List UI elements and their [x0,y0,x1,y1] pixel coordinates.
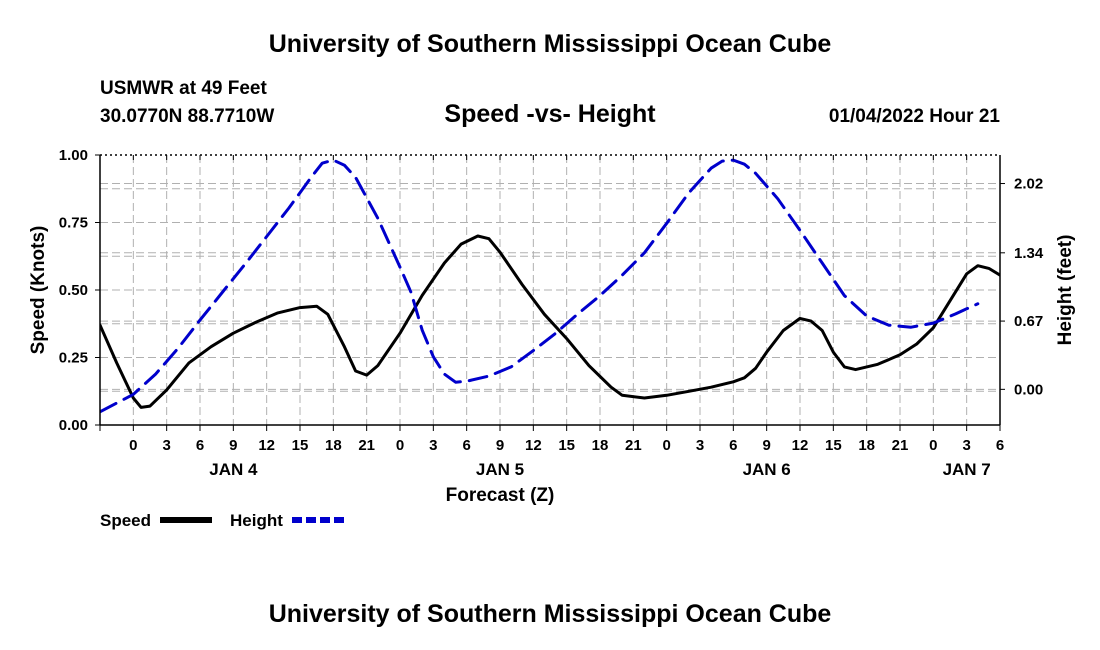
x-tick-label: 12 [258,437,275,454]
x-tick-label: 0 [129,437,137,454]
legend-label-height: Height [230,511,283,530]
x-tick-label: 3 [962,437,970,454]
x-tick-label: 0 [396,437,404,454]
series-line-speed [100,234,1000,409]
x-tick-label: 12 [525,437,542,454]
y-tick-label: 0.75 [59,215,88,232]
y-tick-label: 0.00 [59,417,88,434]
x-tick-label: 15 [558,437,575,454]
datetime-label: 01/04/2022 Hour 21 [828,106,1000,127]
x-tick-label: 6 [729,437,737,454]
x-axis-title: Forecast (Z) [446,485,555,506]
x-tick-label: 12 [792,437,809,454]
x-tick-label: 9 [762,437,770,454]
x-tick-label: 6 [196,437,204,454]
x-tick-label: 3 [696,437,704,454]
date-label: JAN 4 [209,460,258,479]
x-tick-label: 21 [625,437,642,454]
axis-labels: 0 3 6 9 12 15 18 21 0 3 6 9 12 15 18 21 0 3 6 9 12 15 18 21 0 3 6J… [28,147,1076,506]
y2-tick-label: 1.34 [1014,245,1044,262]
y-tick-label: 1.00 [59,147,88,164]
x-tick-label: 15 [292,437,309,454]
station-label: USMWR at 49 Feet [100,78,267,99]
date-label: JAN 7 [943,460,991,479]
y-tick-label: 0.50 [59,282,88,299]
date-label: JAN 5 [476,460,524,479]
y-tick-label: 0.25 [59,350,88,367]
y2-tick-label: 0.00 [1014,381,1043,398]
legend-label-speed: Speed [100,511,151,530]
x-tick-label: 21 [892,437,909,454]
grid-lines [100,155,1000,425]
date-label: JAN 6 [743,460,791,479]
chart-subtitle: Speed -vs- Height [444,100,656,128]
axes [95,154,1005,431]
x-tick-label: 18 [325,437,342,454]
legend: Speed Height [100,511,344,530]
x-tick-label: 18 [592,437,609,454]
x-tick-label: 6 [462,437,470,454]
y-axis-title: Speed (Knots) [28,226,49,355]
x-tick-label: 15 [825,437,842,454]
y2-tick-label: 2.02 [1014,176,1043,193]
y2-tick-label: 0.67 [1014,313,1043,330]
x-tick-label: 9 [229,437,237,454]
series-line-height [100,158,980,414]
y2-axis-title: Height (feet) [1055,235,1076,346]
coordinates-label: 30.0770N 88.7710W [100,106,275,127]
x-tick-label: 9 [496,437,504,454]
x-tick-label: 18 [858,437,875,454]
x-tick-label: 6 [996,437,1004,454]
main-title: University of Southern Mississippi Ocean… [268,30,832,58]
x-tick-label: 3 [429,437,437,454]
x-tick-label: 3 [162,437,170,454]
footer-title: University of Southern Mississippi Ocean… [268,600,832,628]
x-tick-label: 21 [358,437,375,454]
x-tick-label: 0 [662,437,670,454]
x-tick-label: 0 [929,437,937,454]
series-layer [100,158,1000,414]
